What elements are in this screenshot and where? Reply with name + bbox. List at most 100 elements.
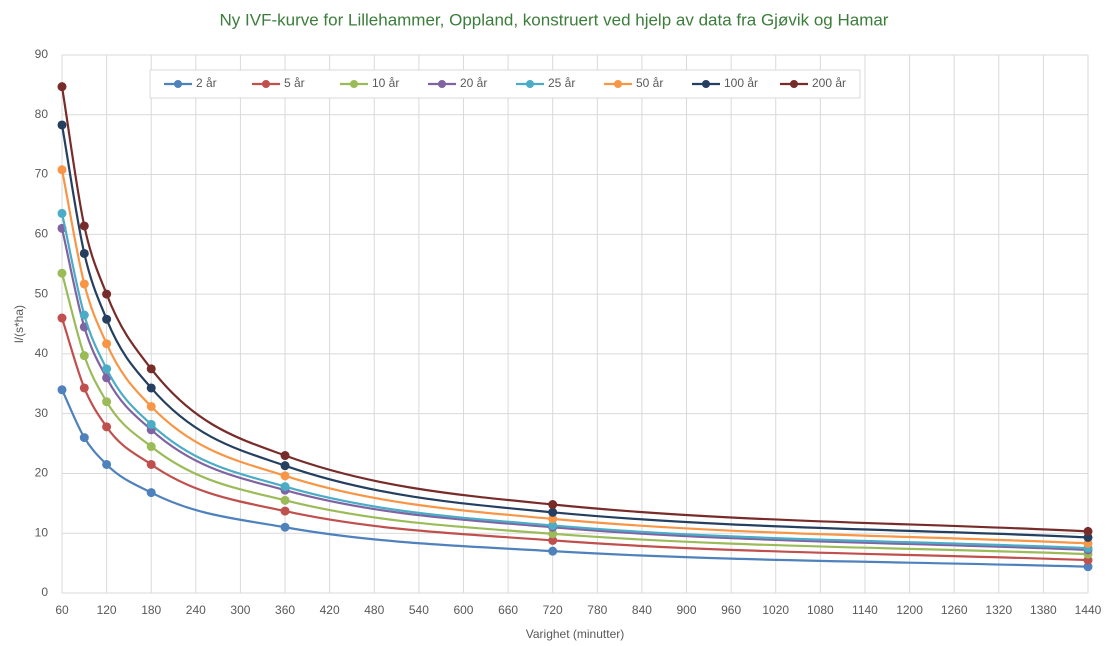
- series-line: [60, 272, 1089, 556]
- data-point: [280, 495, 290, 505]
- data-point: [102, 339, 112, 349]
- series-line: [60, 124, 1089, 539]
- x-tick-label: 420: [320, 603, 340, 617]
- legend-marker: [174, 80, 182, 88]
- x-tick-label: 540: [409, 603, 429, 617]
- x-tick-label: 1380: [1030, 603, 1057, 617]
- series-line: [61, 389, 1089, 568]
- x-tick-label: 480: [364, 603, 384, 617]
- x-tick-label: 1020: [762, 603, 789, 617]
- data-point: [102, 289, 112, 299]
- x-axis-label: Varighet (minutter): [526, 627, 624, 641]
- series-line: [60, 86, 1089, 533]
- data-point: [548, 520, 558, 530]
- x-tick-label: 1140: [852, 603, 878, 617]
- data-point: [102, 314, 112, 324]
- legend-label: 10 år: [372, 76, 399, 90]
- data-point: [548, 500, 558, 510]
- data-point: [280, 451, 290, 461]
- data-point: [280, 482, 290, 492]
- data-point: [1083, 562, 1093, 572]
- y-tick-label: 10: [35, 525, 49, 539]
- series-line: [60, 213, 1089, 550]
- data-point: [79, 248, 89, 258]
- data-point: [548, 514, 558, 524]
- legend-label: 20 år: [460, 76, 487, 90]
- legend-marker: [438, 80, 446, 88]
- legend-label: 200 år: [812, 76, 846, 90]
- legend-marker: [350, 80, 358, 88]
- data-point: [102, 422, 112, 432]
- legend-label: 100 år: [724, 76, 758, 90]
- data-point: [79, 310, 89, 320]
- y-tick-label: 80: [35, 107, 49, 121]
- x-tick-label: 1080: [807, 603, 834, 617]
- x-tick-label: 720: [543, 603, 563, 617]
- data-point: [548, 529, 558, 539]
- y-tick-label: 90: [35, 47, 49, 61]
- data-point: [280, 522, 290, 532]
- data-point: [57, 165, 67, 175]
- legend-marker: [262, 80, 270, 88]
- x-tick-label: 1440: [1075, 603, 1102, 617]
- series-line: [60, 228, 1089, 552]
- x-tick-label: 300: [230, 603, 250, 617]
- x-tick-label: 840: [632, 603, 652, 617]
- data-point: [57, 385, 67, 395]
- data-point: [146, 383, 156, 393]
- y-tick-label: 50: [35, 286, 49, 300]
- x-tick-label: 1260: [941, 603, 968, 617]
- legend-marker: [614, 80, 622, 88]
- legend-marker: [526, 80, 534, 88]
- legend-marker: [702, 80, 710, 88]
- y-tick-label: 60: [35, 227, 49, 241]
- x-tick-label: 1320: [985, 603, 1012, 617]
- data-point: [146, 401, 156, 411]
- x-tick-label: 900: [677, 603, 697, 617]
- y-tick-label: 0: [41, 585, 48, 599]
- x-tick-label: 240: [186, 603, 206, 617]
- data-point: [79, 383, 89, 393]
- data-point: [102, 364, 112, 374]
- data-point: [146, 364, 156, 374]
- data-point: [146, 442, 156, 452]
- data-point: [102, 397, 112, 407]
- data-point: [57, 82, 67, 92]
- data-point: [548, 507, 558, 517]
- y-tick-label: 40: [35, 346, 49, 360]
- data-point: [280, 461, 290, 471]
- data-point: [57, 120, 67, 130]
- chart-title: Ny IVF-kurve for Lillehammer, Oppland, k…: [220, 10, 889, 29]
- data-point: [146, 419, 156, 429]
- y-tick-label: 20: [35, 466, 49, 480]
- legend-label: 25 år: [548, 76, 575, 90]
- x-tick-label: 600: [453, 603, 473, 617]
- data-point: [79, 433, 89, 443]
- data-point: [146, 459, 156, 469]
- y-tick-label: 30: [35, 406, 49, 420]
- legend-label: 2 år: [196, 76, 217, 90]
- data-point: [79, 279, 89, 289]
- data-point: [102, 459, 112, 469]
- data-point: [57, 268, 67, 278]
- x-tick-label: 120: [97, 603, 117, 617]
- x-tick-label: 960: [721, 603, 741, 617]
- series-line: [60, 169, 1089, 545]
- data-point: [146, 488, 156, 498]
- x-tick-label: 60: [55, 603, 69, 617]
- x-tick-label: 180: [141, 603, 161, 617]
- legend-marker: [790, 80, 798, 88]
- x-tick-label: 360: [275, 603, 295, 617]
- legend-label: 5 år: [284, 76, 305, 90]
- data-point: [57, 208, 67, 218]
- legend-label: 50 år: [636, 76, 663, 90]
- y-axis-label: l/(s*ha): [12, 305, 26, 343]
- data-point: [57, 313, 67, 323]
- data-point: [548, 535, 558, 545]
- data-point: [548, 546, 558, 556]
- y-tick-label: 70: [35, 167, 49, 181]
- x-tick-label: 780: [587, 603, 607, 617]
- x-tick-label: 1200: [896, 603, 923, 617]
- data-point: [79, 351, 89, 361]
